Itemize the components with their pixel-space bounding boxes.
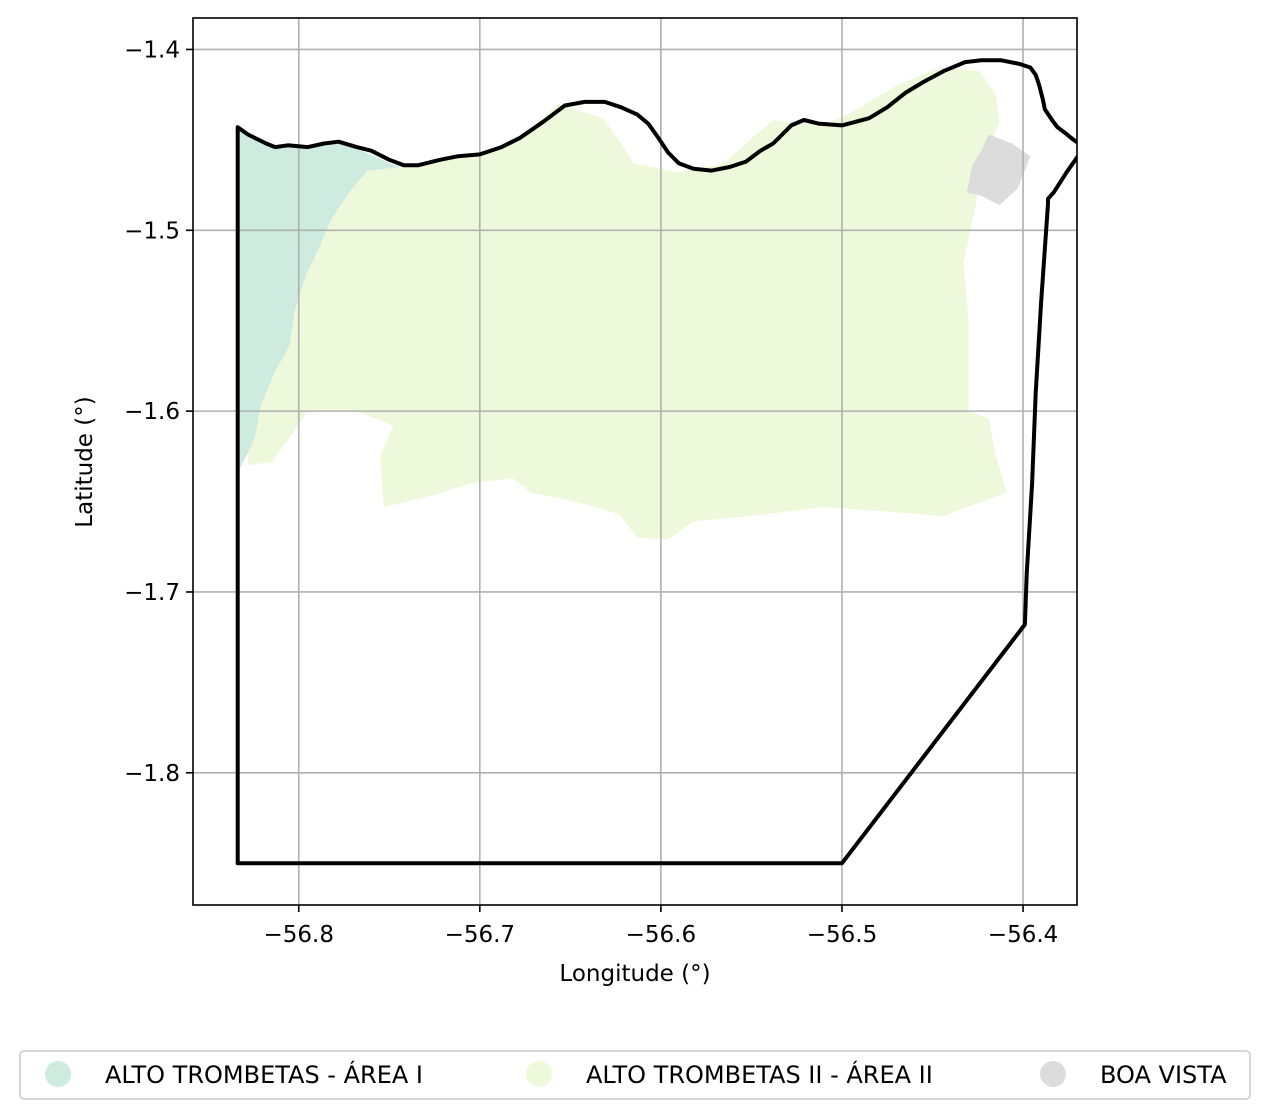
x-tick-label: −56.8 <box>264 922 334 948</box>
plot-area <box>192 17 1078 906</box>
legend-label-boa-vista: BOA VISTA <box>1100 1061 1227 1089</box>
y-tick-label: −1.7 <box>124 580 180 606</box>
y-axis-ticks: −1.4 −1.5 −1.6 −1.7 −1.8 <box>124 37 193 787</box>
x-axis-ticks: −56.8 −56.7 −56.6 −56.5 −56.4 <box>264 905 1058 948</box>
study-area-boundary <box>235 58 1077 866</box>
region-layer <box>237 67 1031 540</box>
legend-frame <box>19 1050 1251 1100</box>
y-axis-label: Latitude (°) <box>72 396 98 527</box>
legend-marker-alto-trombetas-ii-area-ii <box>526 1061 552 1087</box>
region-boa-vista <box>966 134 1031 205</box>
y-tick-label: −1.8 <box>124 761 180 787</box>
x-tick-label: −56.7 <box>445 922 515 948</box>
x-axis-label: Longitude (°) <box>559 961 710 987</box>
x-tick-label: −56.5 <box>807 922 877 948</box>
legend-label-alto-trombetas-area-i: ALTO TROMBETAS - ÁREA I <box>105 1060 423 1089</box>
grid-layer <box>193 18 1077 905</box>
region-alto-trombetas-area-i <box>237 127 402 473</box>
axes-frame <box>192 17 1078 906</box>
legend-marker-boa-vista <box>1040 1061 1066 1087</box>
y-tick-label: −1.4 <box>124 37 180 63</box>
legend-marker-alto-trombetas-area-i <box>45 1061 71 1087</box>
legend-label-alto-trombetas-ii-area-ii: ALTO TROMBETAS II - ÁREA II <box>586 1060 933 1089</box>
legend: ALTO TROMBETAS - ÁREA I ALTO TROMBETAS I… <box>19 1050 1251 1100</box>
x-tick-label: −56.4 <box>988 922 1058 948</box>
boundary-layer <box>235 58 1077 866</box>
x-tick-label: −56.6 <box>626 922 696 948</box>
y-tick-label: −1.5 <box>124 218 180 244</box>
region-alto-trombetas-ii-area-ii <box>248 67 1007 540</box>
y-tick-label: −1.6 <box>124 399 180 425</box>
